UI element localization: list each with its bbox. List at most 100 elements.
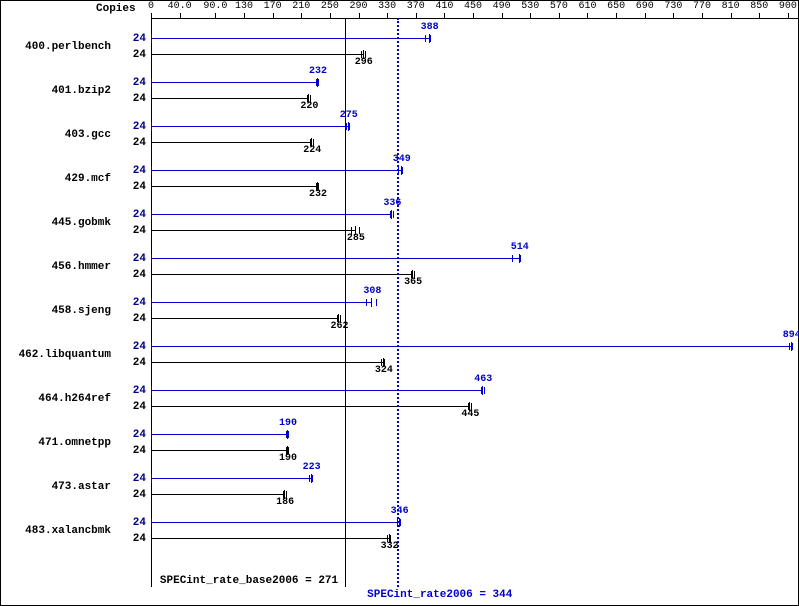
- axis-tick: [273, 13, 274, 18]
- axis-tick-label: 770: [693, 1, 711, 12]
- value-peak: 308: [363, 286, 381, 297]
- axis-tick-label: 210: [292, 1, 310, 12]
- copies-base: 24: [126, 93, 146, 105]
- axis-tick: [559, 13, 560, 18]
- benchmark-row: 458.sjeng2424308262: [1, 293, 798, 333]
- axis-tick-label: 0: [148, 1, 154, 12]
- ref-line-peak: [397, 18, 399, 587]
- benchmark-row: 445.gobmk2424336285: [1, 205, 798, 245]
- benchmark-name: 456.hmmer: [1, 261, 111, 273]
- axis-tick-label: 610: [578, 1, 596, 12]
- benchmark-name: 462.libquantum: [1, 349, 111, 361]
- benchmark-name: 403.gcc: [1, 129, 111, 141]
- copies-base: 24: [126, 357, 146, 369]
- axis-tick-label: 170: [264, 1, 282, 12]
- benchmark-name: 445.gobmk: [1, 217, 111, 229]
- copies-peak: 24: [126, 429, 146, 441]
- benchmark-row: 483.xalancbmk2424346332: [1, 513, 798, 553]
- chart-container: Copies 040.090.0130170210250290330370410…: [0, 0, 799, 606]
- axis-tick: [215, 13, 216, 18]
- bar-base: [151, 142, 311, 143]
- bar-peak: [151, 38, 429, 39]
- benchmark-name: 473.astar: [1, 481, 111, 493]
- copies-peak: 24: [126, 473, 146, 485]
- copies-peak: 24: [126, 253, 146, 265]
- copies-peak: 24: [126, 165, 146, 177]
- bar-peak: [151, 390, 482, 391]
- axis-tick: [444, 13, 445, 18]
- axis-tick: [416, 13, 417, 18]
- axis-tick: [330, 13, 331, 18]
- axis-tick-label: 690: [636, 1, 654, 12]
- axis-tick: [731, 13, 732, 18]
- value-base: 186: [276, 497, 294, 508]
- axis-tick: [473, 13, 474, 18]
- value-base: 324: [375, 365, 393, 376]
- axis-tick-label: 130: [235, 1, 253, 12]
- copies-base: 24: [126, 49, 146, 61]
- benchmark-row: 462.libquantum2424894324: [1, 337, 798, 377]
- axis-tick: [387, 13, 388, 18]
- axis-tick: [587, 13, 588, 18]
- axis-tick-label: 290: [349, 1, 367, 12]
- value-base: 296: [355, 57, 373, 68]
- axis-tick-label: 850: [750, 1, 768, 12]
- axis-tick-label: 450: [464, 1, 482, 12]
- bar-base: [151, 362, 383, 363]
- axis-tick-label: 40.0: [168, 1, 192, 12]
- value-peak: 190: [279, 418, 297, 429]
- benchmark-name: 429.mcf: [1, 173, 111, 185]
- bar-peak: [151, 302, 371, 303]
- ref-line-base: [345, 18, 346, 587]
- benchmark-row: 403.gcc2424275224: [1, 117, 798, 157]
- axis-tick-label: 530: [521, 1, 539, 12]
- axis-tick: [244, 13, 245, 18]
- value-peak: 388: [421, 22, 439, 33]
- bar-base: [151, 98, 308, 99]
- bar-peak: [151, 258, 519, 259]
- axis-tick: [616, 13, 617, 18]
- copies-peak: 24: [126, 209, 146, 221]
- bar-base: [151, 186, 317, 187]
- value-peak: 463: [474, 374, 492, 385]
- copies-peak: 24: [126, 297, 146, 309]
- benchmark-name: 401.bzip2: [1, 85, 111, 97]
- value-peak: 349: [393, 154, 411, 165]
- copies-base: 24: [126, 137, 146, 149]
- bar-base: [151, 450, 287, 451]
- bar-base: [151, 406, 469, 407]
- benchmark-name: 458.sjeng: [1, 305, 111, 317]
- bar-base: [151, 494, 284, 495]
- bar-base: [151, 230, 355, 231]
- axis-tick: [301, 13, 302, 18]
- value-peak: 346: [391, 506, 409, 517]
- value-base: 332: [381, 541, 399, 552]
- axis-tick: [645, 13, 646, 18]
- axis-tick: [759, 13, 760, 18]
- benchmark-row: 429.mcf2424349232: [1, 161, 798, 201]
- value-base: 445: [461, 409, 479, 420]
- value-peak: 514: [511, 242, 529, 253]
- bar-peak: [151, 82, 317, 83]
- benchmark-row: 473.astar2424223186: [1, 469, 798, 509]
- copies-peak: 24: [126, 341, 146, 353]
- copies-peak: 24: [126, 33, 146, 45]
- bar-base: [151, 274, 412, 275]
- axis-tick: [530, 13, 531, 18]
- value-base: 365: [404, 277, 422, 288]
- axis-tick: [180, 13, 181, 18]
- copies-base: 24: [126, 181, 146, 193]
- value-base: 190: [279, 453, 297, 464]
- benchmark-name: 483.xalancbmk: [1, 525, 111, 537]
- axis-tick-label: 330: [378, 1, 396, 12]
- axis-tick: [359, 13, 360, 18]
- benchmark-name: 471.omnetpp: [1, 437, 111, 449]
- bar-base: [151, 538, 389, 539]
- bar-peak: [151, 126, 348, 127]
- summary-base: SPECint_rate_base2006 = 271: [160, 575, 338, 587]
- axis-tick-label: 900: [779, 1, 797, 12]
- axis-tick-label: 570: [550, 1, 568, 12]
- axis-tick: [702, 13, 703, 18]
- benchmark-name: 400.perlbench: [1, 41, 111, 53]
- copies-base: 24: [126, 401, 146, 413]
